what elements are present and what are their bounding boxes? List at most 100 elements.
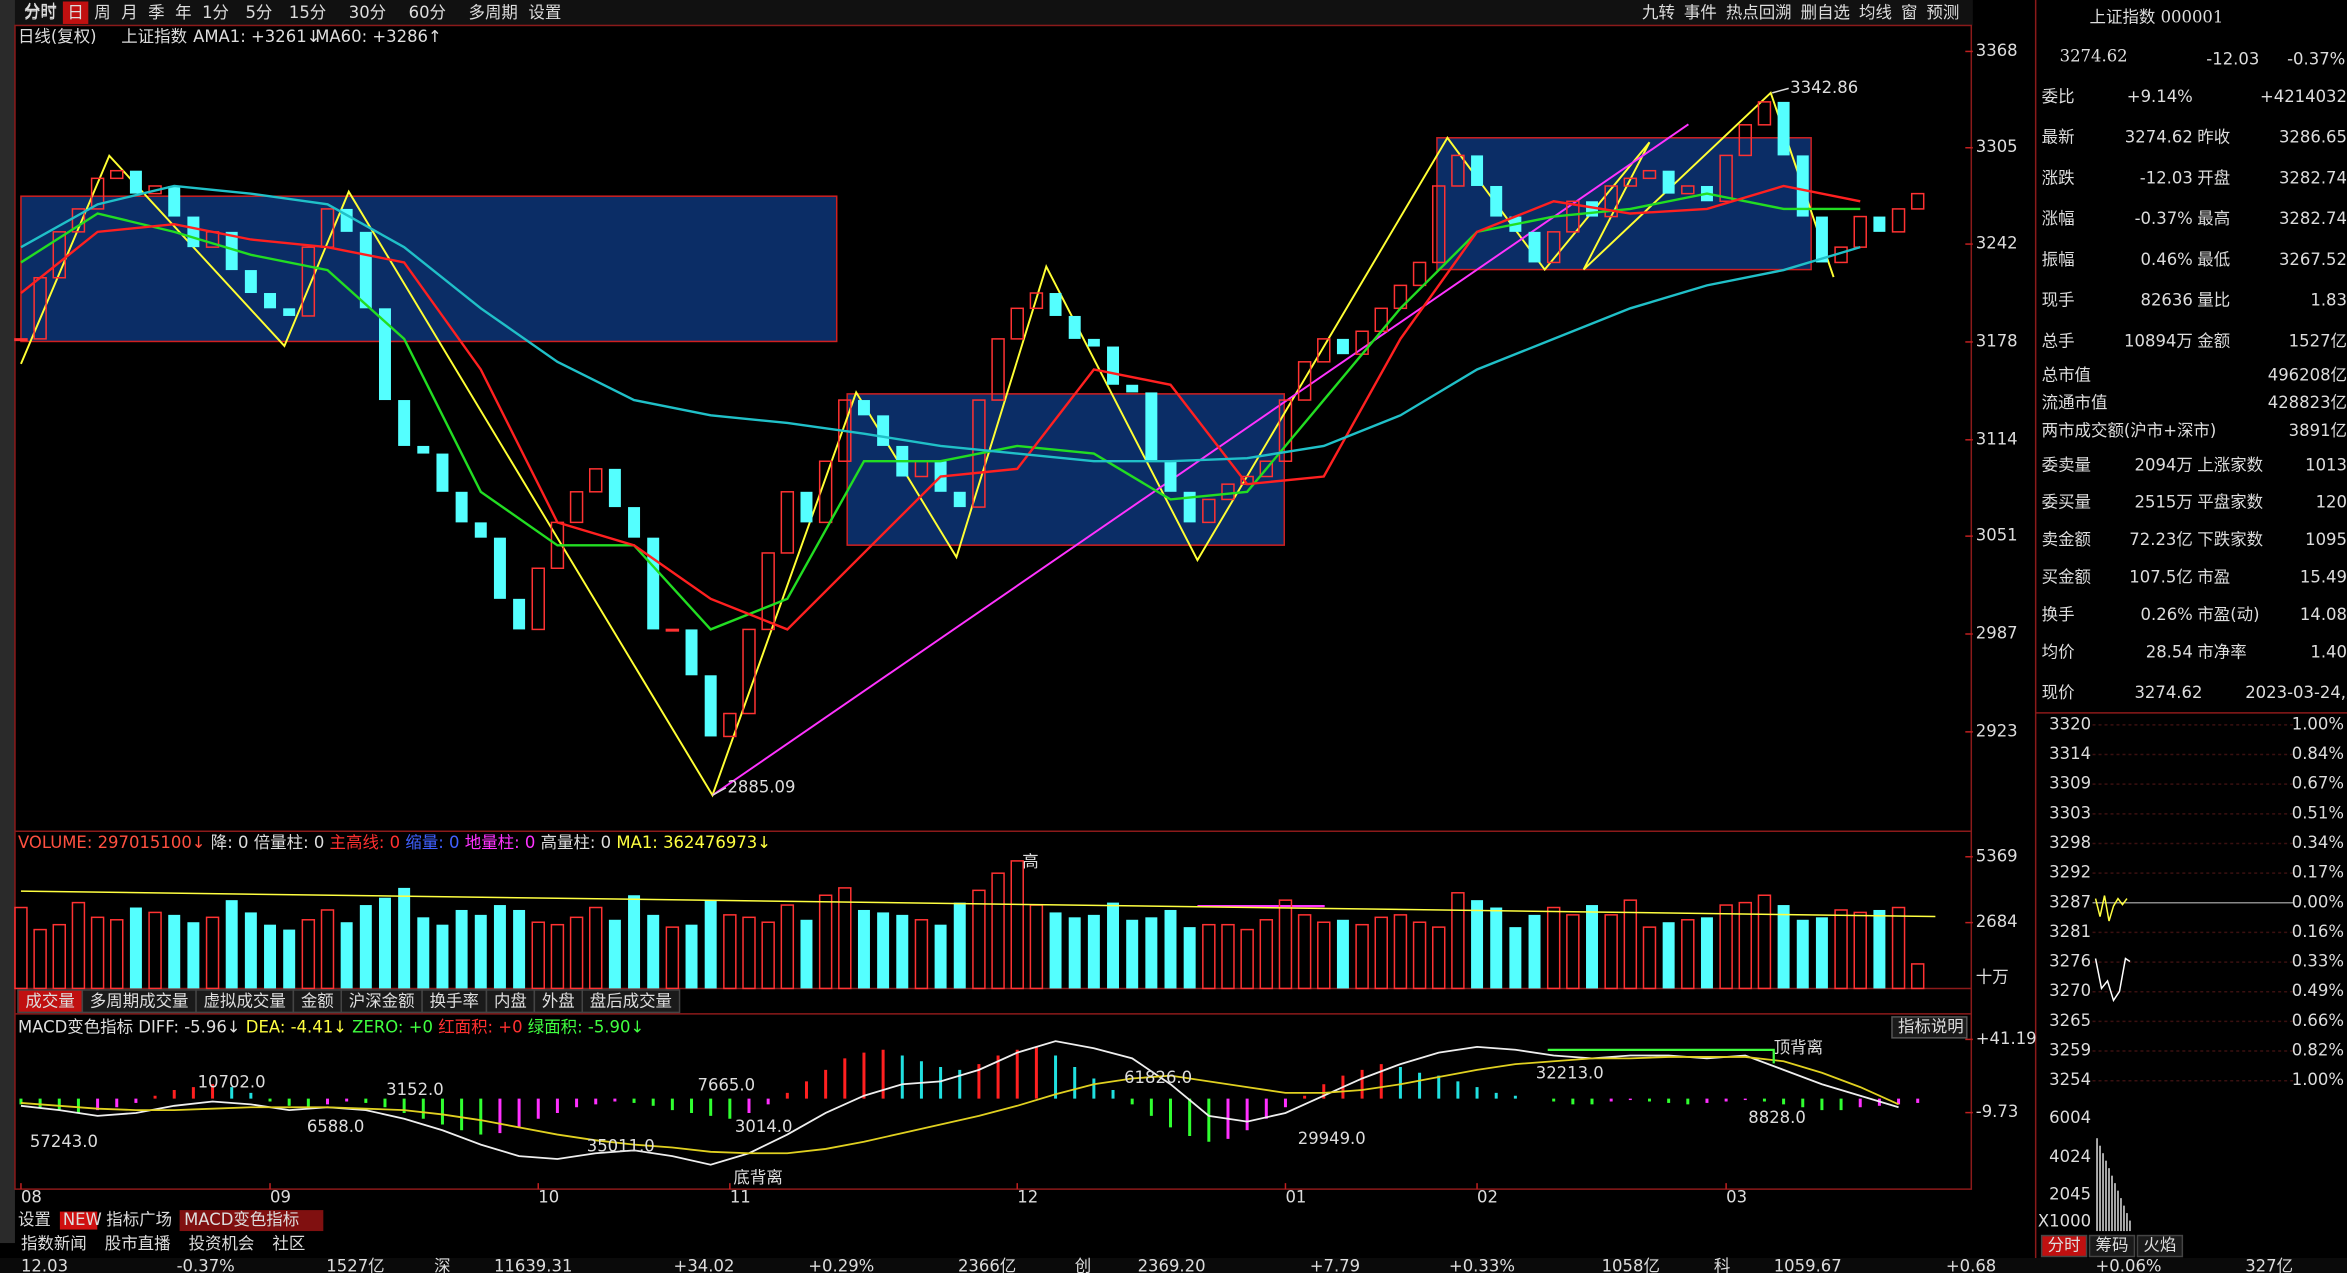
mini-tick-label: 3270 [2049, 981, 2091, 1000]
candle [953, 491, 966, 508]
toolbar [14, 0, 1973, 26]
panel-tab-label[interactable]: 筹码 [2096, 1236, 2129, 1255]
macd-note: 61826.0 [1124, 1068, 1192, 1087]
row-value: 496208亿 [2268, 365, 2347, 384]
mini-tick-label: 3320 [2049, 714, 2091, 733]
macd-note: 10702.0 [198, 1072, 266, 1091]
candle [417, 445, 430, 454]
volume-bar [1049, 912, 1062, 989]
volume-bar [187, 922, 200, 989]
candle [52, 231, 67, 279]
panel-tab[interactable] [2088, 1234, 2136, 1258]
toolbar-button[interactable]: 年 [175, 3, 191, 22]
toolbar-button[interactable]: 事件 [1684, 3, 1717, 22]
panel-tab-label[interactable]: 分时 [2048, 1236, 2081, 1255]
tab-label[interactable]: 金额 [301, 991, 334, 1010]
toolbar-button[interactable]: 周 [94, 3, 110, 22]
volume-bar [704, 900, 717, 989]
volume-bar [896, 914, 909, 989]
bottom-item[interactable]: 指标广场 [106, 1210, 172, 1229]
tab[interactable] [581, 989, 681, 1014]
legend-item: 主高线: 0 [330, 833, 406, 852]
tab-label[interactable]: 成交量 [25, 991, 74, 1010]
bottom-link[interactable]: 投资机会 [189, 1234, 255, 1253]
ticker-item: 11639.31 [494, 1257, 572, 1273]
tab-label[interactable]: 沪深金额 [349, 991, 415, 1010]
bottom-link[interactable]: 指数新闻 [21, 1234, 87, 1253]
ticker-item: 2366亿 [958, 1257, 1016, 1273]
candle [588, 468, 603, 493]
panel-tab[interactable] [2136, 1234, 2184, 1258]
volume-bar [1681, 919, 1695, 990]
volume-bar [953, 902, 966, 989]
toolbar-button[interactable]: 窗 [1901, 3, 1917, 22]
macd-note: 35011.0 [587, 1137, 655, 1156]
ticker-item: 2369.20 [1138, 1257, 1206, 1273]
x-tick-label: 12 [1017, 1188, 1038, 1207]
bottom-item[interactable]: MACD变色指标 [184, 1210, 299, 1229]
nav-icon: 分时 [24, 1, 57, 20]
help-button[interactable] [1891, 1016, 1968, 1039]
candle [1623, 177, 1638, 187]
volume-bar [608, 919, 621, 989]
toolbar-button[interactable]: 设置 [528, 3, 561, 22]
toolbar-button[interactable]: 1分 [202, 3, 229, 22]
bottom-link[interactable]: 社区 [272, 1234, 305, 1253]
tab-label[interactable]: 换手率 [430, 991, 479, 1010]
tab-label[interactable]: 外盘 [542, 991, 575, 1010]
panel-tab[interactable] [2040, 1234, 2088, 1258]
candle [780, 491, 795, 554]
toolbar-button[interactable]: 月 [121, 3, 137, 22]
row-value: 1095 [2305, 530, 2347, 549]
row-value: 82636 [2140, 291, 2192, 310]
volume-bar [436, 924, 449, 989]
tab-label[interactable]: 多周期成交量 [90, 991, 189, 1010]
panel-change: -12.03 [2206, 49, 2259, 68]
bottom-item[interactable]: 设置 [18, 1210, 51, 1229]
tab-label[interactable]: 内盘 [494, 991, 527, 1010]
toolbar-button[interactable]: 日 [67, 3, 83, 22]
toolbar-button[interactable]: 5分 [245, 3, 272, 22]
bottom-link[interactable]: 股市直播 [105, 1234, 171, 1253]
toolbar-button[interactable]: 均线 [1859, 3, 1892, 22]
intraday-line [2094, 957, 2131, 1003]
toolbar-button[interactable]: 九转 [1642, 3, 1675, 22]
tab-label[interactable]: 盘后成交量 [590, 991, 672, 1010]
row-value: 14.08 [2300, 605, 2347, 624]
toolbar-button[interactable]: 预测 [1926, 3, 1959, 22]
row-label: 买金额 [2042, 568, 2091, 587]
bottom-item[interactable]: NEW [63, 1210, 102, 1229]
volume-bar [513, 909, 526, 989]
peak-label: 高 [1022, 852, 1038, 871]
volume-bar [1259, 919, 1274, 990]
candle [1145, 392, 1158, 462]
panel-tab-label[interactable]: 火焰 [2143, 1236, 2176, 1255]
row-value: 3274.62 [2134, 683, 2202, 702]
volume-bar [1546, 906, 1561, 990]
tab-label[interactable]: 虚拟成交量 [204, 991, 286, 1010]
volume-bar [1604, 914, 1618, 990]
toolbar-button[interactable]: 60分 [409, 3, 446, 22]
candle [628, 507, 641, 538]
toolbar-button[interactable]: 15分 [289, 3, 326, 22]
divergence-line [1547, 1048, 1775, 1064]
toolbar-button[interactable]: 分时 [24, 3, 57, 22]
help-label[interactable]: 指标说明 [1898, 1017, 1964, 1036]
zone-box [846, 393, 1286, 546]
toolbar-button[interactable]: 删自选 [1801, 3, 1850, 22]
candle [761, 552, 775, 631]
legend-item: VOLUME: 297015100↓ [18, 833, 211, 852]
toolbar-button[interactable]: 季 [148, 3, 164, 22]
row-label: 现手 [2042, 291, 2075, 310]
toolbar-button[interactable]: 热点回溯 [1726, 3, 1792, 22]
row-label: 换手 [2042, 605, 2075, 624]
volume-bar [244, 912, 257, 989]
row-value: 3282.74 [2279, 209, 2347, 228]
toolbar-button[interactable]: 多周期 [469, 3, 518, 22]
ma-line [20, 184, 1861, 463]
volume-bar [378, 897, 391, 989]
macd-note: 3014.0 [735, 1117, 793, 1136]
toolbar-button[interactable]: 30分 [349, 3, 386, 22]
candle [1029, 292, 1044, 310]
mini-tick-label: 0.34% [2292, 833, 2344, 852]
